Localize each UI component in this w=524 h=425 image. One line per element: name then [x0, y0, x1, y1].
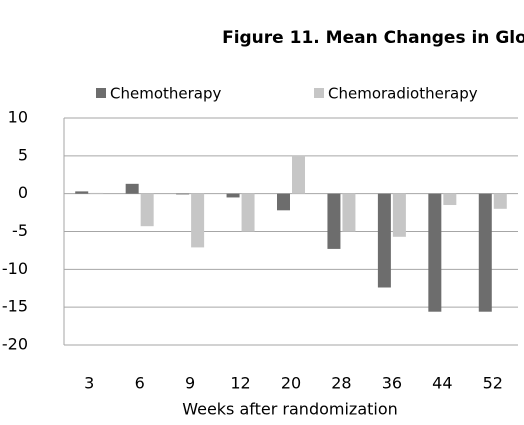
bar: [478, 193, 492, 312]
y-tick-label: -5: [12, 221, 28, 240]
bar: [342, 193, 356, 232]
chart-title: Figure 11. Mean Changes in Global QOL: [222, 28, 524, 48]
x-tick-label: 36: [382, 374, 402, 393]
y-tick-label: -20: [2, 335, 28, 354]
x-tick-label: 12: [230, 374, 250, 393]
y-tick-label: -15: [2, 297, 28, 316]
bar: [392, 193, 406, 237]
bar: [277, 193, 290, 211]
x-tick-label: 3: [84, 374, 94, 393]
y-tick-label: -10: [2, 259, 28, 278]
legend-swatch: [96, 88, 106, 98]
x-tick-label: 28: [331, 374, 351, 393]
bar: [176, 193, 190, 195]
x-tick-label: 6: [135, 374, 145, 393]
bar: [226, 193, 240, 198]
y-tick-label: 0: [18, 183, 28, 202]
bar: [241, 193, 255, 232]
legend-text: Chemoradiotherapy: [328, 85, 478, 103]
bar: [75, 191, 89, 194]
x-tick-label: 44: [432, 374, 452, 393]
bar: [125, 183, 139, 194]
legend-text: Chemotherapy: [110, 85, 221, 103]
bar: [443, 193, 457, 206]
legend-swatch: [314, 88, 324, 98]
x-tick-label: 9: [185, 374, 195, 393]
bar: [493, 193, 507, 209]
bar: [292, 155, 305, 194]
x-tick-label: 20: [281, 374, 301, 393]
bar: [377, 193, 391, 288]
y-tick-label: 5: [18, 145, 28, 164]
bar: [191, 193, 205, 248]
x-axis-label: Weeks after randomization: [182, 400, 398, 419]
x-tick-label: 52: [483, 374, 503, 393]
bar: [90, 192, 104, 194]
bar: [327, 193, 341, 249]
y-tick-label: 10: [8, 108, 28, 127]
bar: [428, 193, 442, 312]
bar: [140, 193, 154, 227]
